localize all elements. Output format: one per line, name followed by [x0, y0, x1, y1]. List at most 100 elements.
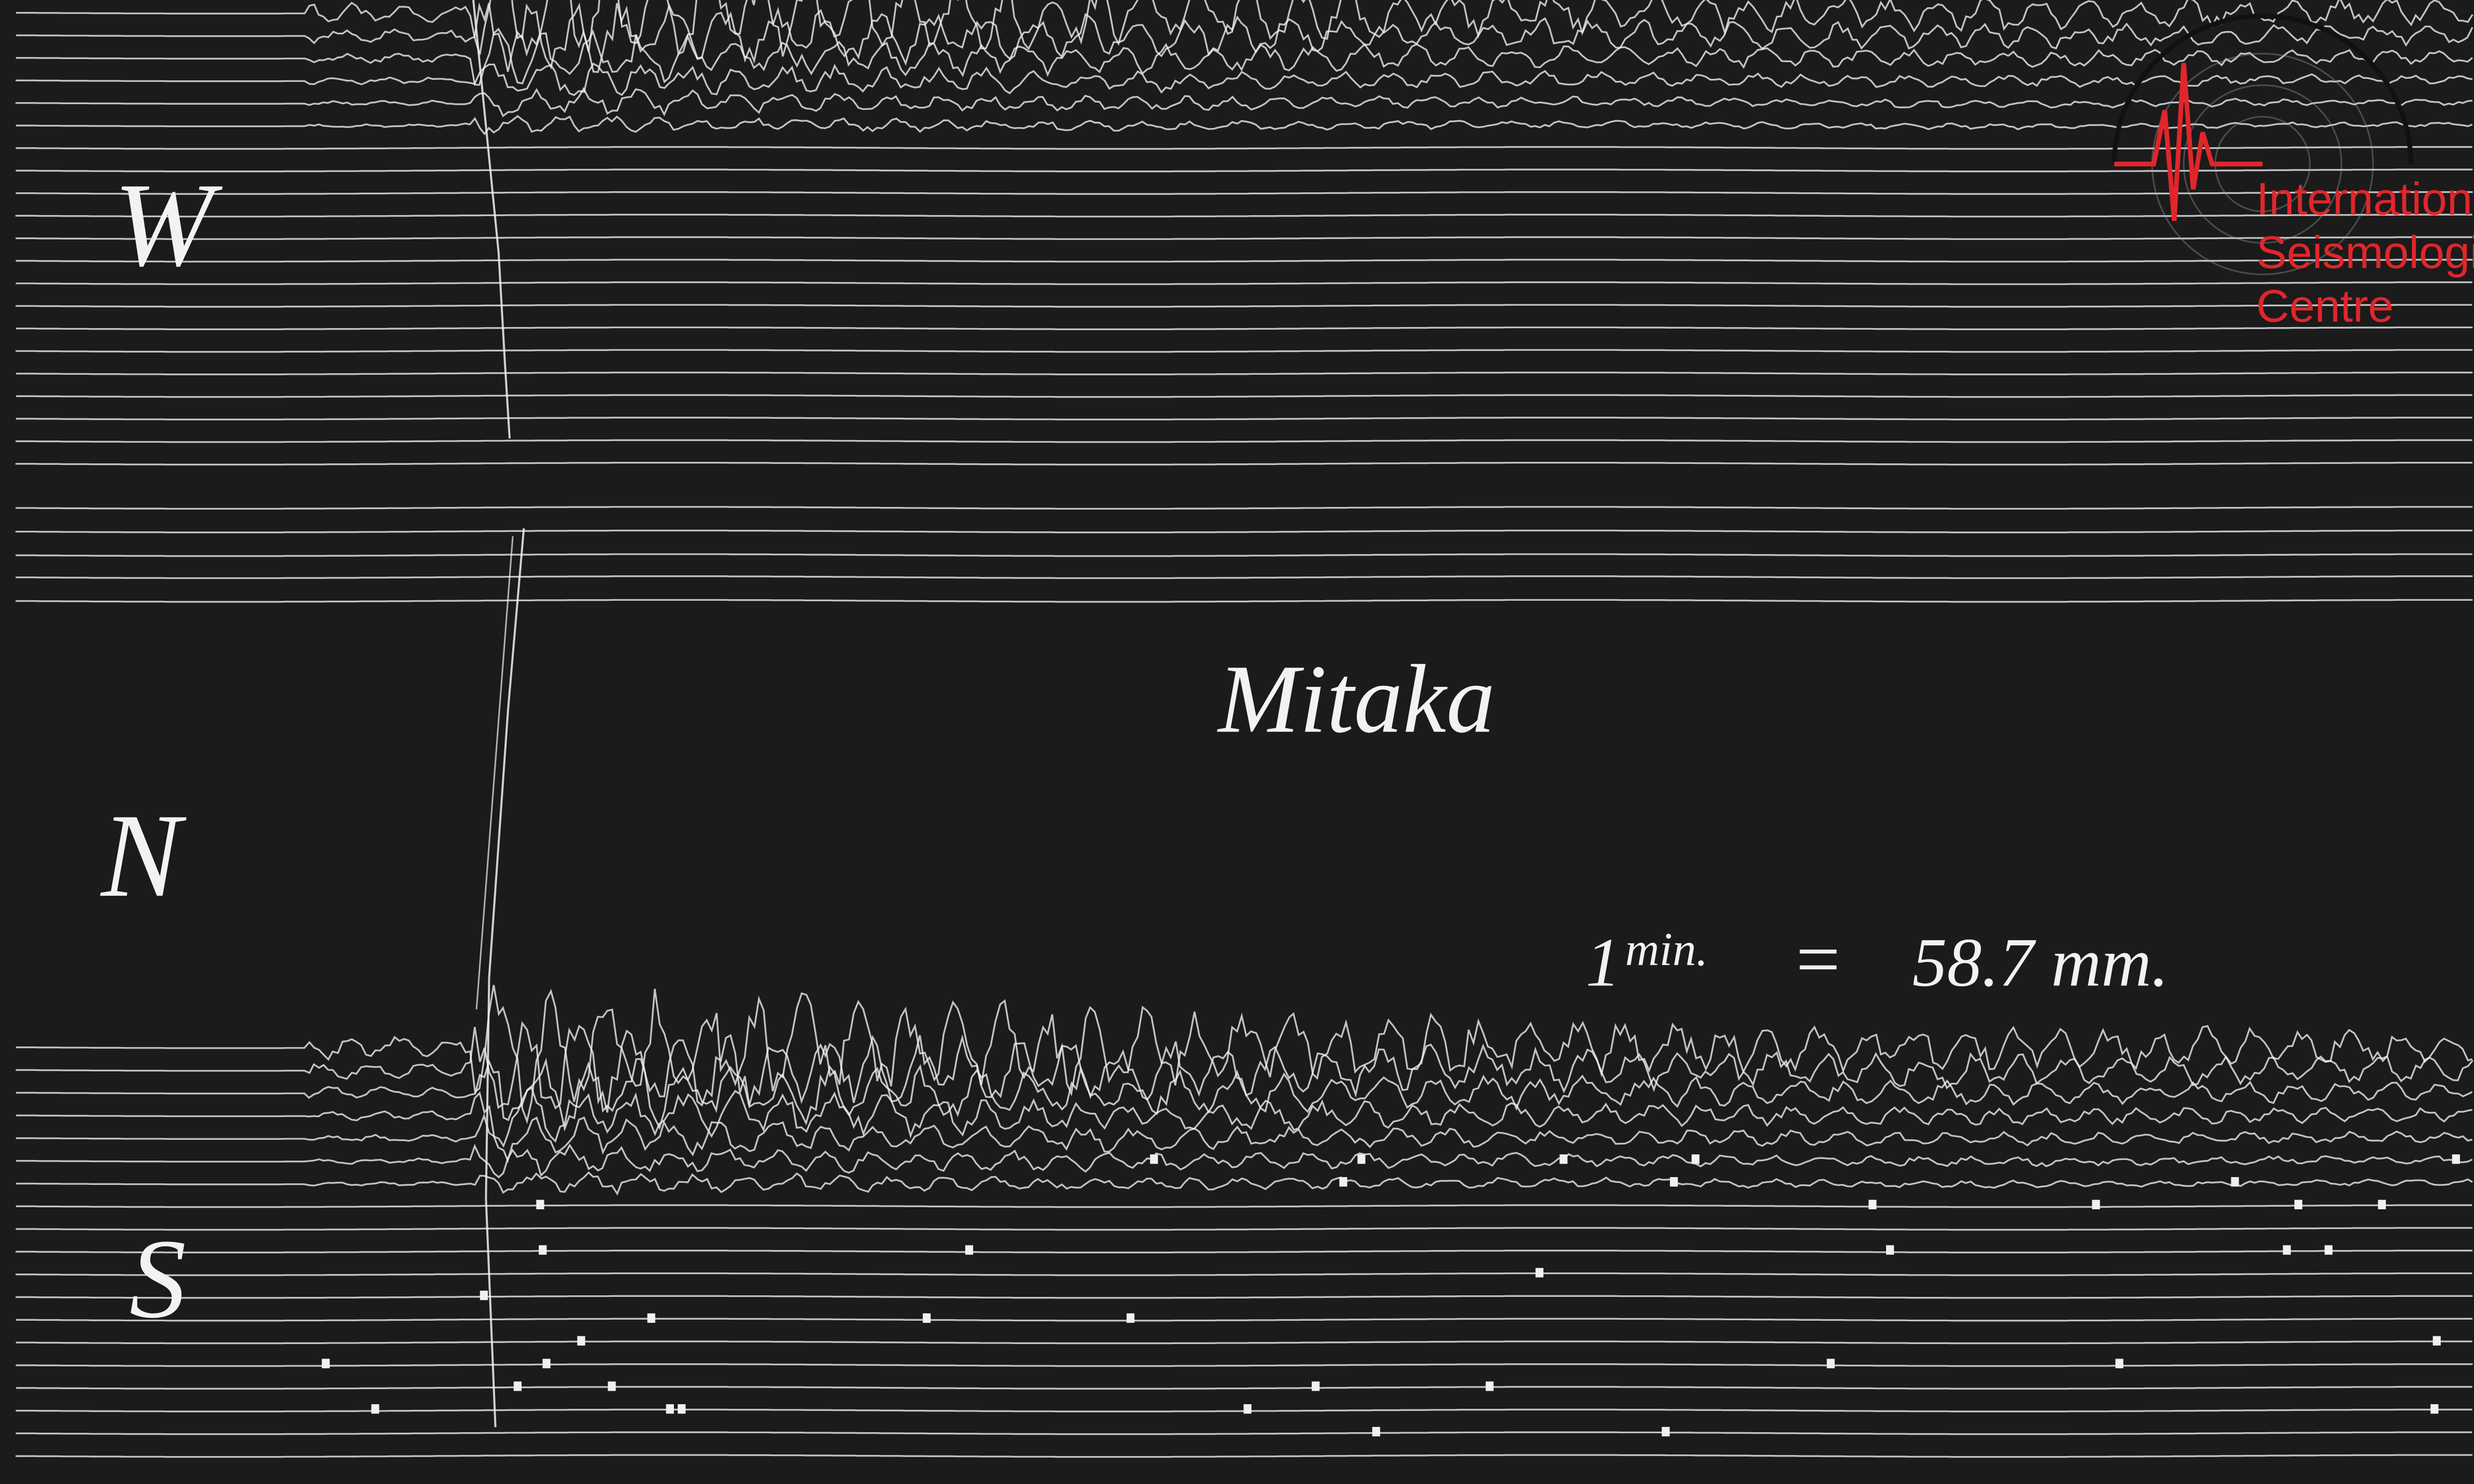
time-mark	[2452, 1154, 2460, 1164]
time-mark	[513, 1381, 522, 1391]
trace-line	[16, 371, 2473, 375]
trace-line	[16, 1454, 2472, 1458]
time-mark	[1868, 1199, 1877, 1209]
trace-line	[16, 1086, 2472, 1148]
time-mark	[965, 1245, 974, 1255]
time-mark	[1535, 1268, 1544, 1278]
time-mark	[321, 1359, 330, 1368]
trace-line	[16, 349, 2472, 353]
time-mark	[542, 1359, 551, 1368]
time-mark	[1372, 1426, 1381, 1437]
trace-line	[485, 528, 525, 1428]
logo-text: Centre	[2256, 280, 2394, 332]
trace-line	[16, 416, 2472, 420]
time-mark	[2092, 1199, 2100, 1209]
time-mark	[1485, 1381, 1494, 1391]
trace-line	[16, 281, 2472, 285]
time-mark	[2115, 1359, 2124, 1368]
time-mark	[1126, 1313, 1135, 1323]
time-mark	[2378, 1199, 2386, 1209]
trace-line	[16, 394, 2472, 398]
trace-line	[16, 553, 2472, 557]
time-mark	[480, 1290, 488, 1301]
trace-line	[16, 1113, 2473, 1164]
trace-line	[16, 0, 2473, 57]
trace-line	[16, 1227, 2472, 1231]
time-mark	[539, 1245, 547, 1255]
logo: International Seismological Centre	[2112, 13, 2474, 332]
component-label-n: N	[100, 789, 187, 922]
trace-line	[16, 1143, 2473, 1179]
trace-line	[16, 304, 2472, 308]
trace-line	[15, 87, 2473, 118]
trace-line	[472, 0, 511, 439]
component-label-w: W	[114, 159, 223, 291]
trace-line	[16, 146, 2472, 150]
trace-line	[16, 1250, 2472, 1254]
trace-line	[16, 1204, 2472, 1208]
time-mark	[577, 1336, 585, 1346]
time-mark	[1559, 1154, 1568, 1164]
logo-wave	[2114, 63, 2263, 221]
trace-line	[16, 575, 2473, 580]
trace-line	[16, 168, 2473, 173]
trace-line	[16, 1363, 2473, 1367]
trace-line	[16, 1340, 2472, 1345]
trace-line	[15, 529, 2472, 533]
trace-line	[16, 1431, 2472, 1435]
time-mark	[1312, 1381, 1320, 1391]
trace-line	[16, 1318, 2472, 1322]
scale-length: 58.7 mm.	[1913, 924, 2169, 1001]
trace-line	[16, 1021, 2473, 1113]
scale-equals: =	[1791, 915, 1844, 1003]
trace-line	[16, 2, 2473, 73]
trace-line	[16, 27, 2473, 86]
time-mark	[536, 1199, 544, 1209]
time-mark	[2324, 1245, 2333, 1255]
logo-text: Seismological	[2256, 227, 2474, 278]
time-mark	[1243, 1404, 1252, 1414]
trace-line	[16, 506, 2473, 510]
traces	[15, 0, 2473, 1458]
trace-line	[16, 1295, 2473, 1299]
trace-line	[16, 191, 2473, 195]
time-mark	[1826, 1359, 1835, 1368]
trace-line	[16, 1386, 2472, 1390]
time-mark	[666, 1404, 674, 1414]
time-mark	[922, 1313, 931, 1323]
time-mark	[1150, 1154, 1158, 1164]
trace-line	[15, 461, 2472, 465]
scale-base: 1	[1586, 924, 1621, 1001]
logo-text: International	[2256, 173, 2474, 224]
trace-line	[16, 1057, 2473, 1132]
time-mark	[371, 1404, 379, 1414]
time-mark	[608, 1381, 616, 1391]
trace-line	[475, 536, 514, 1010]
time-mark	[2231, 1177, 2239, 1187]
time-mark	[1691, 1154, 1700, 1164]
trace-line	[16, 439, 2472, 443]
time-mark	[2430, 1404, 2439, 1414]
trace-line	[16, 236, 2472, 240]
trace-line	[16, 1272, 2472, 1276]
trace-line	[15, 214, 2472, 218]
trace-line	[16, 115, 2473, 136]
time-mark	[1357, 1154, 1366, 1164]
time-mark	[647, 1313, 655, 1323]
time-mark	[2433, 1336, 2441, 1346]
time-mark	[1662, 1426, 1670, 1437]
time-mark	[1339, 1177, 1347, 1187]
trace-line	[16, 985, 2473, 1124]
time-mark	[2294, 1199, 2302, 1209]
trace-line	[16, 62, 2473, 96]
trace-line	[16, 599, 2473, 603]
logo-ring	[2183, 84, 2342, 244]
time-mark	[1670, 1177, 1678, 1187]
scale-unit: min.	[1625, 923, 1708, 976]
trace-line	[16, 326, 2473, 330]
trace-line	[16, 259, 2473, 263]
trace-line	[16, 1171, 2473, 1196]
